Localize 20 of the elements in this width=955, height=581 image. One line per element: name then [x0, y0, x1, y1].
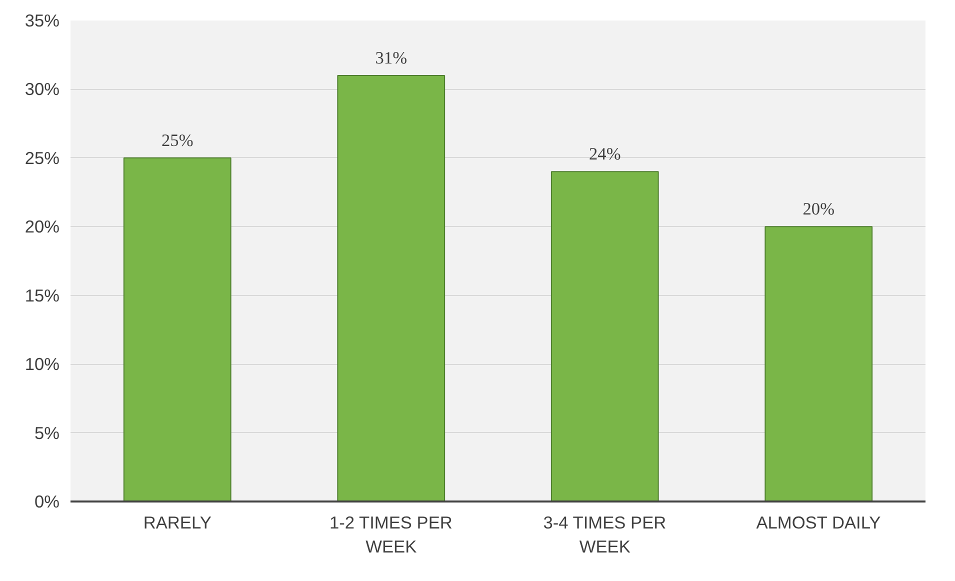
data-label: 31%: [375, 48, 408, 68]
data-label: 20%: [802, 200, 835, 219]
bar: [764, 226, 873, 502]
x-tick-label: 1-2 TIMES PER WEEK: [330, 512, 452, 556]
x-tick-label: ALMOST DAILY: [756, 512, 882, 532]
y-tick-label: 10%: [24, 354, 60, 374]
y-tick-label: 25%: [24, 148, 60, 168]
y-tick-label: 20%: [24, 216, 60, 237]
y-tick-label: 15%: [24, 285, 60, 306]
data-label: 24%: [588, 144, 621, 164]
bar: [337, 74, 446, 502]
x-tick-label: 3-4 TIMES PER WEEK: [543, 512, 666, 556]
y-tick-label: 35%: [24, 10, 60, 30]
y-tick-label: 5%: [34, 422, 60, 443]
data-label: 25%: [161, 130, 194, 150]
bar: [123, 157, 232, 502]
y-tick-label: 0%: [34, 492, 60, 512]
x-tick-label: RARELY: [143, 512, 212, 532]
bar: [550, 171, 659, 502]
y-tick-label: 30%: [24, 79, 60, 100]
